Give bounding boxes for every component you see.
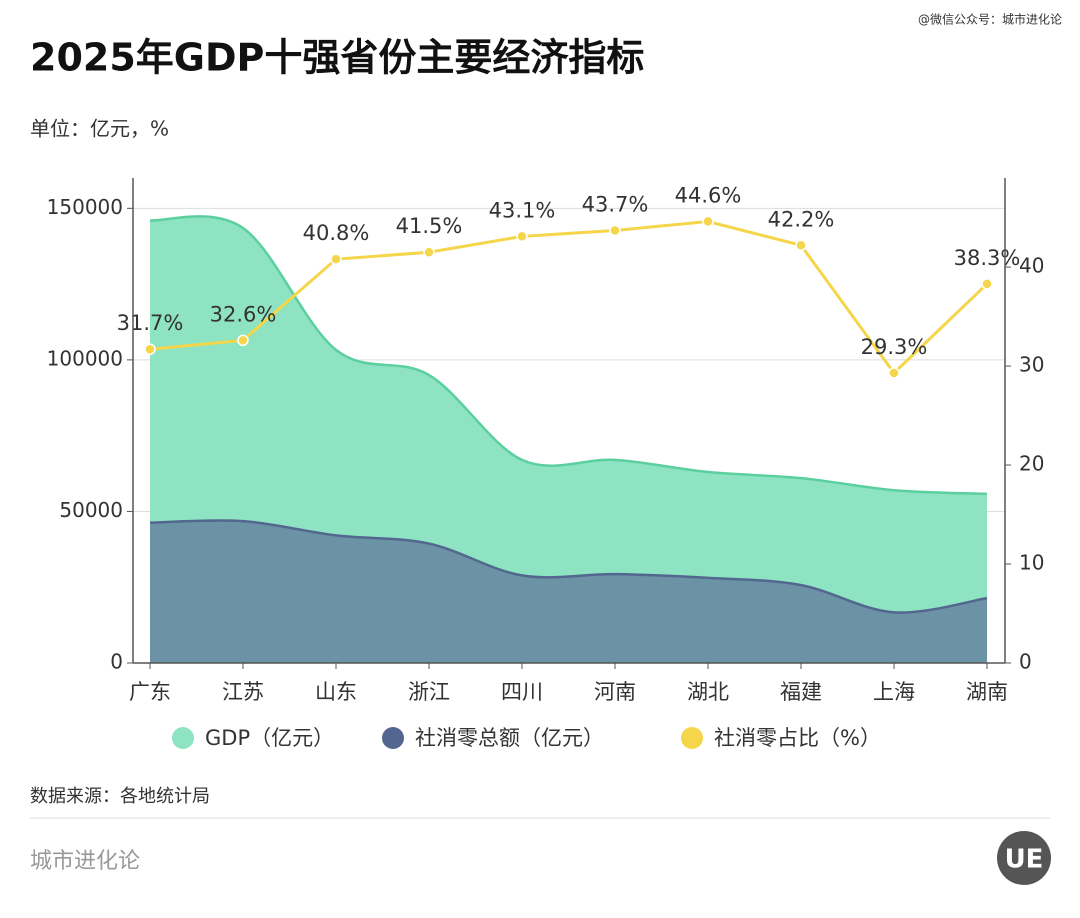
value-label: 40.8% — [303, 221, 370, 245]
point — [888, 367, 900, 379]
x-tick-label: 浙江 — [408, 680, 450, 704]
x-tick-label: 湖南 — [966, 680, 1008, 704]
point — [423, 246, 435, 258]
y2-tick-label: 40 — [1019, 254, 1044, 278]
area-edge — [149, 215, 988, 496]
point — [609, 224, 621, 237]
x-tick-label: 上海 — [873, 680, 915, 704]
legend-label: 社消零占比（%） — [714, 726, 881, 750]
value-label: 44.6% — [675, 184, 742, 208]
line — [149, 220, 989, 376]
source: 数据来源：各地统计局 — [30, 786, 210, 807]
footer: 城市进化论 — [30, 849, 140, 874]
y2-tick-label: 30 — [1019, 353, 1044, 377]
legend-marker — [172, 727, 194, 749]
legend-marker — [382, 727, 404, 749]
y-tick-label: 0 — [110, 650, 123, 674]
y-tick-label: 150000 — [47, 195, 123, 219]
x-tick-label: 江苏 — [222, 680, 264, 704]
point — [981, 278, 993, 290]
chart-title: 2025年GDP十强省份主要经济指标 — [30, 36, 644, 80]
plot: 0 50000 100000 150000 0 10 20 30 40 31.7% 32.6% 40.… — [47, 178, 1044, 750]
value-label: 41.5% — [396, 214, 463, 238]
x-tick-label: 河南 — [594, 680, 636, 704]
y2-tick-label: 0 — [1019, 650, 1032, 674]
point — [795, 239, 807, 252]
y2-tick-label: 10 — [1019, 551, 1044, 575]
y2-tick-label: 20 — [1019, 452, 1044, 476]
point — [330, 253, 342, 265]
point — [516, 230, 528, 243]
x-tick-label: 湖北 — [687, 680, 729, 704]
subtitle: 单位：亿元，% — [30, 117, 169, 141]
x-tick-label: 广东 — [129, 680, 171, 704]
legend-marker — [681, 727, 703, 749]
logo: UE — [1005, 845, 1044, 875]
y-tick-label: 100000 — [47, 346, 123, 370]
legend-label: GDP（亿元） — [205, 726, 334, 750]
value-label: 31.7% — [117, 311, 184, 335]
value-label: 32.6% — [210, 302, 277, 326]
area — [150, 520, 987, 663]
x-tick-label: 福建 — [780, 680, 822, 704]
area-edge — [149, 519, 988, 614]
logo-circle — [997, 831, 1051, 885]
value-label: 43.1% — [489, 198, 556, 222]
x-tick-label: 四川 — [501, 680, 543, 704]
point — [702, 215, 714, 228]
value-label: 29.3% — [861, 335, 928, 359]
value-label: 43.7% — [582, 192, 649, 216]
point — [144, 343, 156, 355]
header-note: @微信公众号：城市进化论 — [918, 12, 1062, 27]
y-tick-label: 50000 — [59, 498, 123, 522]
value-label: 38.3% — [954, 246, 1021, 270]
value-label: 42.2% — [768, 207, 835, 231]
x-tick-label: 山东 — [315, 680, 357, 704]
legend-label: 社消零总额（亿元） — [415, 726, 604, 750]
point — [237, 334, 249, 347]
